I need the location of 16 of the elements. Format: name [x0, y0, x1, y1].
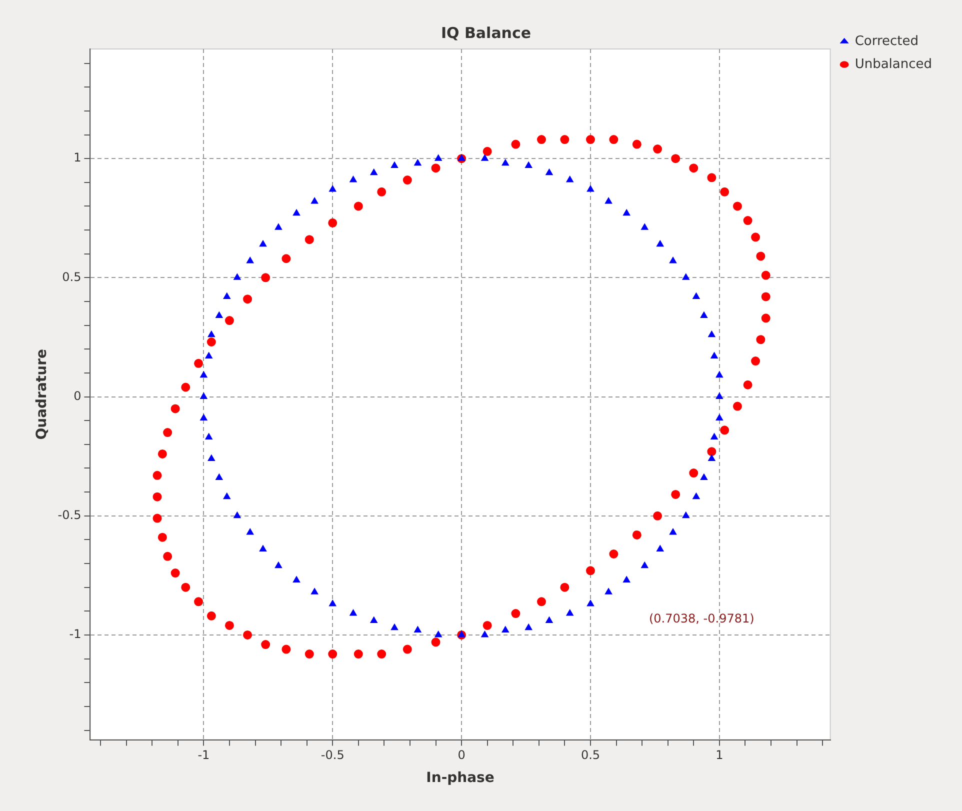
- annotation: (0.7038, -0.9781): [648, 612, 754, 626]
- y-tick-label: 0: [74, 388, 82, 403]
- chart-title: IQ Balance: [440, 24, 532, 42]
- legend-label: Corrected: [854, 34, 919, 49]
- x-tick-label: -1: [198, 748, 210, 762]
- y-tick-label: -1: [69, 627, 82, 642]
- x-tick-label: -0.5: [320, 748, 344, 762]
- y-axis-title: Quadrature: [34, 349, 50, 440]
- x-tick-label: 0.5: [580, 748, 600, 762]
- y-tick-label: -0.5: [58, 508, 82, 522]
- x-axis-title: In-phase: [426, 770, 494, 786]
- y-tick-label: 0.5: [62, 270, 82, 284]
- x-tick-label: 1: [716, 748, 724, 762]
- y-tick-label: 1: [74, 150, 82, 165]
- legend-label: Unbalanced: [854, 56, 932, 72]
- x-tick-label: 0: [458, 748, 466, 762]
